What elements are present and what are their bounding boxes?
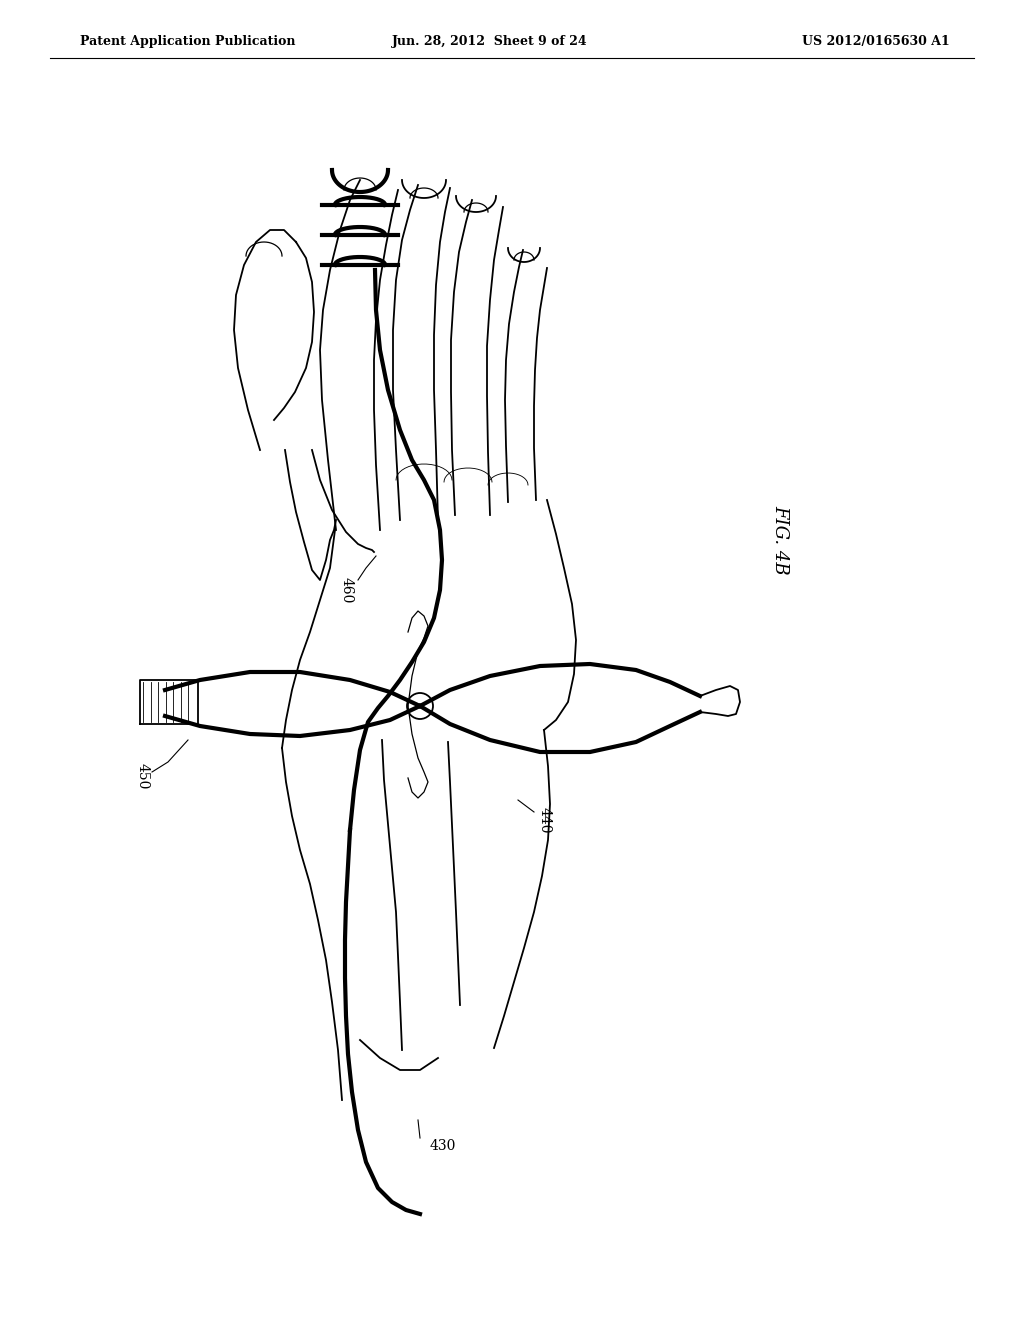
Text: US 2012/0165630 A1: US 2012/0165630 A1 — [802, 36, 950, 49]
Text: FIG. 4B: FIG. 4B — [771, 506, 790, 574]
Text: 430: 430 — [430, 1139, 457, 1152]
Text: 450: 450 — [136, 763, 150, 789]
Text: 460: 460 — [340, 577, 354, 603]
Text: Jun. 28, 2012  Sheet 9 of 24: Jun. 28, 2012 Sheet 9 of 24 — [392, 36, 588, 49]
Text: 440: 440 — [538, 807, 552, 833]
Text: Patent Application Publication: Patent Application Publication — [80, 36, 296, 49]
